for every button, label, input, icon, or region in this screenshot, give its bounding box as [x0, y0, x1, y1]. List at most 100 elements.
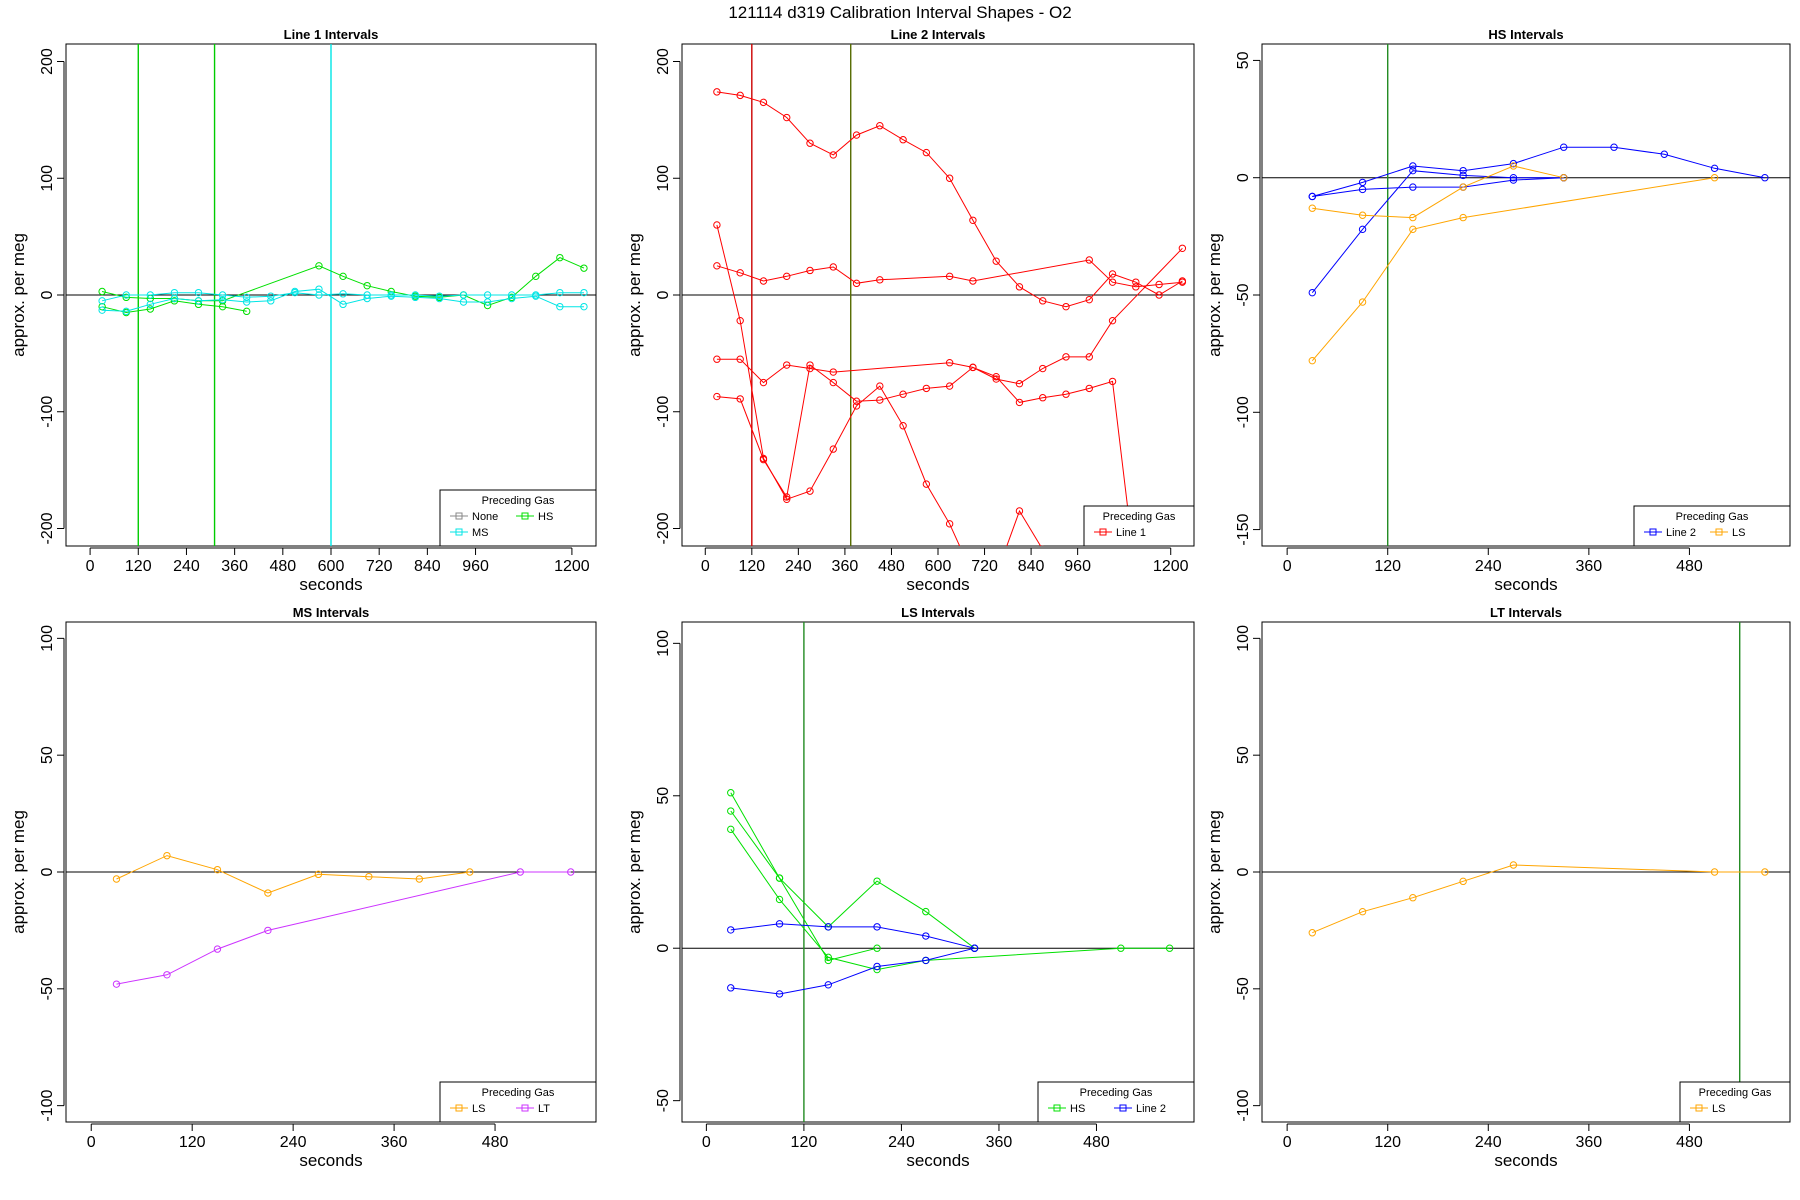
- series-line: [730, 810, 878, 961]
- data-point: [824, 981, 832, 989]
- data-point: [556, 302, 564, 311]
- x-tick-label: 120: [125, 558, 152, 575]
- x-tick-label: 1200: [554, 558, 590, 575]
- x-tick-label: 480: [878, 558, 905, 575]
- x-tick-label: 0: [1283, 558, 1292, 575]
- plot-area: [66, 851, 596, 988]
- panel-6: LT Intervals 0 120 240 360 480 seconds -100 -50 0…: [1205, 605, 1791, 1170]
- legend-item: None: [450, 511, 498, 523]
- x-tick-label: 960: [1064, 558, 1091, 575]
- legend-box: [1037, 1081, 1195, 1123]
- data-point: [242, 307, 251, 316]
- x-tick-label: 360: [986, 1134, 1013, 1151]
- series-ms: [98, 288, 588, 305]
- legend-label: MS: [472, 527, 489, 539]
- data-point: [315, 285, 323, 293]
- data-point: [267, 297, 275, 305]
- data-point: [1108, 316, 1117, 325]
- data-point: [291, 288, 299, 297]
- x-axis-label: seconds: [1494, 1151, 1557, 1170]
- data-point: [1409, 894, 1417, 902]
- data-point: [1358, 298, 1367, 306]
- data-point: [713, 88, 721, 96]
- series-line: [1311, 170, 1564, 294]
- series-line: [716, 259, 1183, 288]
- data-point: [1409, 166, 1417, 175]
- data-point: [829, 263, 837, 271]
- series-line-1: [713, 256, 1187, 291]
- legend-label: LS: [472, 1103, 485, 1115]
- series-line: [101, 257, 585, 307]
- data-point: [1039, 297, 1047, 305]
- x-tick-label: 600: [318, 558, 345, 575]
- x-tick-label: 0: [1283, 1134, 1292, 1151]
- series-line-1: [713, 361, 1187, 546]
- data-point: [339, 290, 347, 298]
- data-point: [1560, 174, 1568, 182]
- data-point: [1761, 868, 1769, 876]
- legend-swatch-marker: [1119, 1104, 1127, 1112]
- x-axis-label: seconds: [299, 575, 362, 594]
- series-line: [101, 292, 584, 302]
- series-line: [730, 792, 975, 949]
- panel-4: MS Intervals 0 120 240 360 480 seconds -100 -50 0…: [9, 605, 597, 1170]
- x-tick-label: 360: [381, 1134, 408, 1151]
- data-point: [163, 851, 171, 860]
- data-point: [1062, 390, 1070, 398]
- data-point: [567, 868, 575, 876]
- y-tick-label: 0: [1235, 867, 1252, 876]
- series-ls: [1308, 174, 1719, 365]
- data-point: [1132, 278, 1140, 286]
- data-point: [170, 288, 179, 297]
- data-point: [969, 363, 977, 372]
- series-ls: [112, 851, 474, 897]
- data-point: [1409, 225, 1417, 234]
- data-point: [992, 375, 1000, 383]
- series-line: [716, 224, 1042, 546]
- data-point: [1358, 908, 1367, 916]
- y-tick-label: -100: [39, 1090, 56, 1122]
- y-tick-label: -50: [1235, 283, 1252, 306]
- figure-title: 121114 d319 Calibration Interval Shapes …: [728, 3, 1071, 22]
- data-point: [242, 293, 251, 302]
- x-tick-label: 0: [87, 1134, 96, 1151]
- data-point: [873, 962, 881, 971]
- data-point: [806, 266, 814, 275]
- legend-box: [439, 1081, 597, 1123]
- data-point: [580, 264, 588, 272]
- data-point: [783, 495, 791, 504]
- data-point: [969, 277, 977, 285]
- legend-swatch-marker: [1649, 528, 1657, 536]
- data-point: [1062, 302, 1070, 311]
- data-point: [876, 396, 884, 404]
- y-tick-label: 0: [655, 290, 672, 299]
- x-tick-label: 240: [1475, 1134, 1502, 1151]
- x-tick-label: 840: [414, 558, 441, 575]
- series-line: [1312, 165, 1564, 219]
- legend-title: Preceding Gas: [1699, 1087, 1772, 1099]
- data-point: [727, 984, 735, 992]
- data-point: [556, 253, 564, 262]
- data-point: [899, 422, 907, 430]
- data-point: [459, 298, 468, 306]
- data-point: [992, 257, 1000, 265]
- data-point: [1308, 204, 1316, 212]
- x-tick-label: 480: [1676, 1134, 1703, 1151]
- data-point: [242, 298, 251, 306]
- data-point: [1108, 278, 1117, 286]
- legend-label: LS: [1732, 527, 1745, 539]
- y-tick-label: -50: [1235, 977, 1252, 1000]
- y-tick-label: 0: [39, 867, 56, 876]
- legend-item: LS: [450, 1103, 485, 1115]
- series-line-1: [713, 88, 1187, 311]
- data-point: [736, 91, 744, 100]
- data-point: [1409, 162, 1417, 170]
- data-point: [922, 384, 931, 393]
- data-point: [1358, 178, 1367, 187]
- data-point: [1132, 283, 1140, 291]
- legend-title: Preceding Gas: [1103, 511, 1176, 523]
- data-point: [713, 262, 721, 270]
- data-point: [922, 480, 931, 488]
- x-axis: 0 120 240 360 480: [87, 1123, 508, 1151]
- data-point: [736, 355, 744, 363]
